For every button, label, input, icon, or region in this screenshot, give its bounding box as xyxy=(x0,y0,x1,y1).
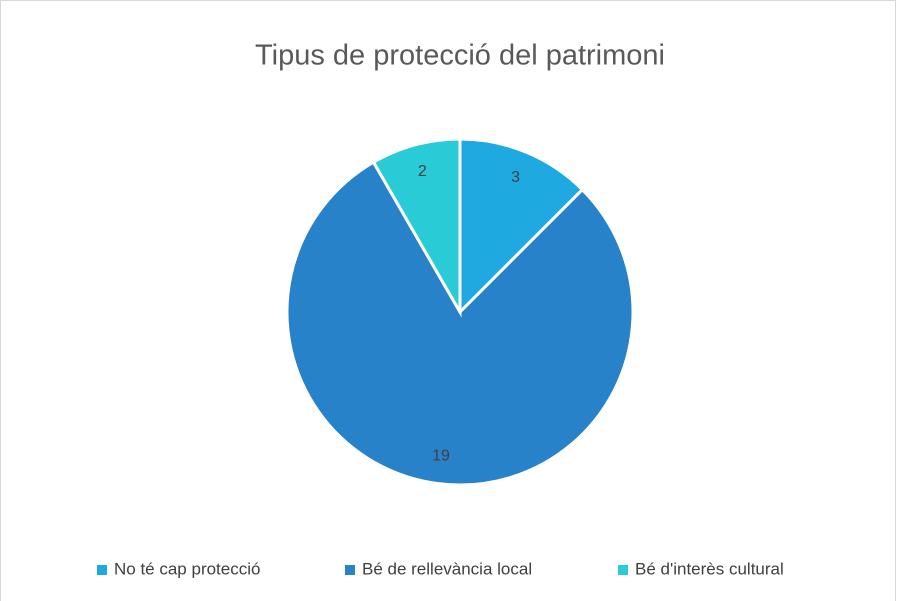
chart-title: Tipus de protecció del patrimoni xyxy=(255,40,665,72)
data-label: 3 xyxy=(511,169,520,186)
pie-slice xyxy=(458,137,585,316)
pie-slice xyxy=(371,137,462,318)
legend-swatch xyxy=(345,565,355,575)
legend-swatch xyxy=(618,565,628,575)
data-label: 19 xyxy=(432,447,450,464)
data-label: 2 xyxy=(418,163,427,180)
legend-swatch xyxy=(97,565,107,575)
legend-label: Bé d'interès cultural xyxy=(635,559,784,578)
pie-slice xyxy=(285,160,635,487)
legend-label: No té cap protecció xyxy=(114,559,260,578)
legend-label: Bé de rellevància local xyxy=(362,559,532,578)
